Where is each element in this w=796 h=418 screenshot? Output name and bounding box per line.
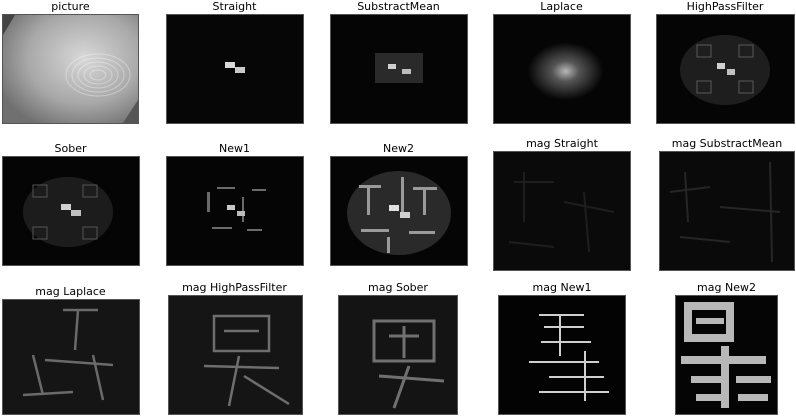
panel-mag-new1: mag New1 (498, 281, 626, 415)
panel-title: picture (51, 0, 90, 13)
sober-image (2, 156, 140, 266)
straight-image (166, 14, 304, 124)
mag-substractmean-image (659, 151, 795, 271)
panel-substractmean: SubstractMean (330, 0, 468, 124)
panel-straight: Straight (166, 0, 304, 124)
panel-title: mag Straight (526, 137, 598, 150)
picture-image (2, 14, 139, 124)
panel-title: New2 (383, 142, 414, 155)
panel-title: mag Laplace (35, 285, 106, 298)
substractmean-image (330, 14, 468, 124)
panel-new2: New2 (330, 142, 468, 266)
panel-picture: picture (2, 0, 139, 124)
panel-highpassfilter: HighPassFilter (656, 0, 795, 124)
mag-new1-image (498, 295, 626, 415)
panel-title: New1 (219, 142, 250, 155)
panel-title: mag New1 (532, 281, 592, 294)
mag-straight-image (493, 151, 631, 271)
panel-new1: New1 (166, 142, 304, 266)
panel-title: mag New2 (697, 281, 756, 294)
panel-title: SubstractMean (357, 0, 440, 13)
panel-mag-substractmean: mag SubstractMean (659, 137, 795, 271)
panel-mag-sober: mag Sober (338, 281, 458, 415)
panel-title: Laplace (540, 0, 583, 13)
panel-title: Sober (54, 142, 87, 155)
panel-title: mag HighPassFilter (182, 281, 287, 294)
panel-mag-new2: mag New2 (675, 281, 778, 415)
panel-mag-straight: mag Straight (493, 137, 631, 271)
mag-new2-image (675, 295, 778, 415)
panel-title: Straight (212, 0, 257, 13)
panel-laplace: Laplace (493, 0, 631, 124)
panel-sober: Sober (2, 142, 140, 266)
highpassfilter-image (656, 14, 795, 124)
mag-highpassfilter-image (168, 295, 303, 415)
new1-image (166, 156, 304, 266)
laplace-image (493, 14, 631, 124)
mag-laplace-image (2, 299, 140, 415)
panel-mag-laplace: mag Laplace (2, 285, 140, 415)
panel-title: HighPassFilter (686, 0, 764, 13)
mag-sober-image (338, 295, 458, 415)
panel-title: mag SubstractMean (671, 137, 783, 150)
new2-image (330, 156, 468, 266)
panel-mag-highpassfilter: mag HighPassFilter (166, 281, 303, 415)
panel-title: mag Sober (368, 281, 428, 294)
